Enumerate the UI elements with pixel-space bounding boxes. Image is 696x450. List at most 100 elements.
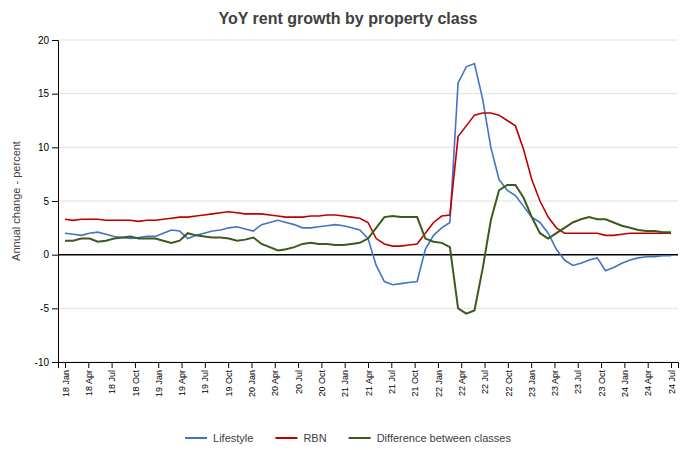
- x-tick-mark: [648, 362, 649, 368]
- x-tick-label: 20 Oct: [317, 370, 327, 397]
- x-tick-mark: [671, 362, 672, 368]
- series-line: [65, 113, 671, 246]
- x-tick: 20 Apr: [270, 362, 280, 396]
- legend-label: RBN: [303, 432, 326, 444]
- x-tick: 19 Apr: [177, 362, 187, 396]
- x-tick-label: 21 Apr: [364, 370, 374, 396]
- x-tick-label: 22 Oct: [503, 370, 513, 397]
- x-tick-mark: [321, 362, 322, 368]
- y-tick-mark: [52, 362, 58, 363]
- y-tick-mark: [52, 40, 58, 41]
- legend: Lifestyle RBN Difference between classes: [185, 432, 511, 444]
- x-tick-label: 22 Jan: [434, 370, 444, 397]
- x-tick-mark: [415, 362, 416, 368]
- x-tick: 22 Jul: [480, 362, 490, 394]
- x-tick-label: 19 Jul: [200, 370, 210, 394]
- x-tick-mark: [275, 362, 276, 368]
- x-tick: 19 Jan: [154, 362, 164, 397]
- x-tick: 22 Jan: [434, 362, 444, 397]
- x-tick-label: 24 Apr: [643, 370, 653, 396]
- y-axis-title: Annual change - percent: [10, 141, 22, 261]
- y-tick-label: 10: [38, 142, 50, 153]
- y-tick-label: -10: [35, 357, 50, 368]
- x-tick-label: 19 Apr: [177, 370, 187, 396]
- lines: [65, 64, 671, 314]
- x-tick-mark: [578, 362, 579, 368]
- x-tick-mark: [112, 362, 113, 368]
- x-tick-label: 22 Apr: [457, 370, 467, 396]
- y-tick: 15: [38, 88, 58, 99]
- y-tick-label: 15: [38, 88, 50, 99]
- x-axis: 18 Jan18 Apr18 Jul18 Oct19 Jan19 Apr19 J…: [59, 362, 679, 397]
- y-tick: 20: [38, 35, 58, 46]
- chart-container: 18 Jan18 Apr18 Jul18 Oct19 Jan19 Apr19 J…: [0, 0, 696, 450]
- x-tick: 18 Apr: [84, 362, 94, 396]
- x-tick-label: 21 Jan: [340, 370, 350, 397]
- chart-svg: 18 Jan18 Apr18 Jul18 Oct19 Jan19 Apr19 J…: [0, 0, 696, 450]
- x-tick-mark: [391, 362, 392, 368]
- x-tick-mark: [298, 362, 299, 368]
- x-tick-mark: [205, 362, 206, 368]
- grid: [58, 40, 678, 362]
- y-tick-mark: [52, 201, 58, 202]
- x-tick: 19 Oct: [224, 362, 234, 397]
- x-tick-mark: [158, 362, 159, 368]
- y-tick: -10: [35, 357, 58, 368]
- x-tick: 20 Jul: [294, 362, 304, 394]
- zero-line: [58, 254, 678, 256]
- x-tick-mark: [251, 362, 252, 368]
- chart-title: YoY rent growth by property class: [218, 10, 477, 27]
- y-tick-mark: [52, 308, 58, 309]
- x-tick-mark: [182, 362, 183, 368]
- x-tick: 20 Oct: [317, 362, 327, 397]
- x-tick-mark: [461, 362, 462, 368]
- y-tick: 10: [38, 142, 58, 153]
- x-tick: 21 Oct: [410, 362, 420, 397]
- legend-swatch: [275, 437, 297, 439]
- x-tick-label: 22 Jul: [480, 370, 490, 394]
- x-tick-label: 18 Apr: [84, 370, 94, 396]
- series-line: [65, 64, 671, 285]
- grid-line: [58, 308, 678, 309]
- y-tick-mark: [52, 94, 58, 95]
- legend-item: RBN: [275, 432, 326, 444]
- legend-item: Lifestyle: [185, 432, 253, 444]
- grid-line: [58, 93, 678, 94]
- legend-label: Difference between classes: [377, 432, 512, 444]
- x-tick-label: 23 Jan: [527, 370, 537, 397]
- y-axis-line: [52, 41, 59, 363]
- y-tick: -5: [40, 303, 58, 314]
- x-tick: 22 Apr: [457, 362, 467, 396]
- x-tick-label: 21 Jul: [387, 370, 397, 394]
- legend-swatch: [185, 437, 207, 439]
- legend-label: Lifestyle: [213, 432, 253, 444]
- x-tick-label: 21 Oct: [410, 370, 420, 397]
- y-tick: 5: [43, 196, 58, 207]
- x-tick: 18 Oct: [131, 362, 141, 397]
- y-tick-label: -5: [40, 303, 49, 314]
- grid-line: [58, 201, 678, 202]
- x-tick: 24 Apr: [643, 362, 653, 396]
- x-tick: 23 Jan: [527, 362, 537, 397]
- y-tick-mark: [52, 255, 58, 256]
- x-tick: 21 Jan: [340, 362, 350, 397]
- y-axis: -10-505101520: [35, 35, 59, 368]
- x-tick-mark: [228, 362, 229, 368]
- x-tick-mark: [345, 362, 346, 368]
- x-tick: 21 Apr: [364, 362, 374, 396]
- x-axis-line: [59, 363, 679, 369]
- x-tick: 23 Jul: [573, 362, 583, 394]
- x-tick-mark: [531, 362, 532, 368]
- x-tick-mark: [508, 362, 509, 368]
- x-tick-label: 18 Oct: [131, 370, 141, 397]
- x-tick-label: 19 Jan: [154, 370, 164, 397]
- grid-line: [58, 40, 678, 41]
- grid-line: [58, 147, 678, 148]
- x-tick-mark: [135, 362, 136, 368]
- x-tick: 23 Oct: [597, 362, 607, 397]
- x-tick: 19 Jul: [200, 362, 210, 394]
- x-tick-label: 24 Jan: [620, 370, 630, 397]
- y-tick-label: 20: [38, 35, 50, 46]
- x-tick: 18 Jan: [61, 362, 71, 397]
- x-tick-mark: [368, 362, 369, 368]
